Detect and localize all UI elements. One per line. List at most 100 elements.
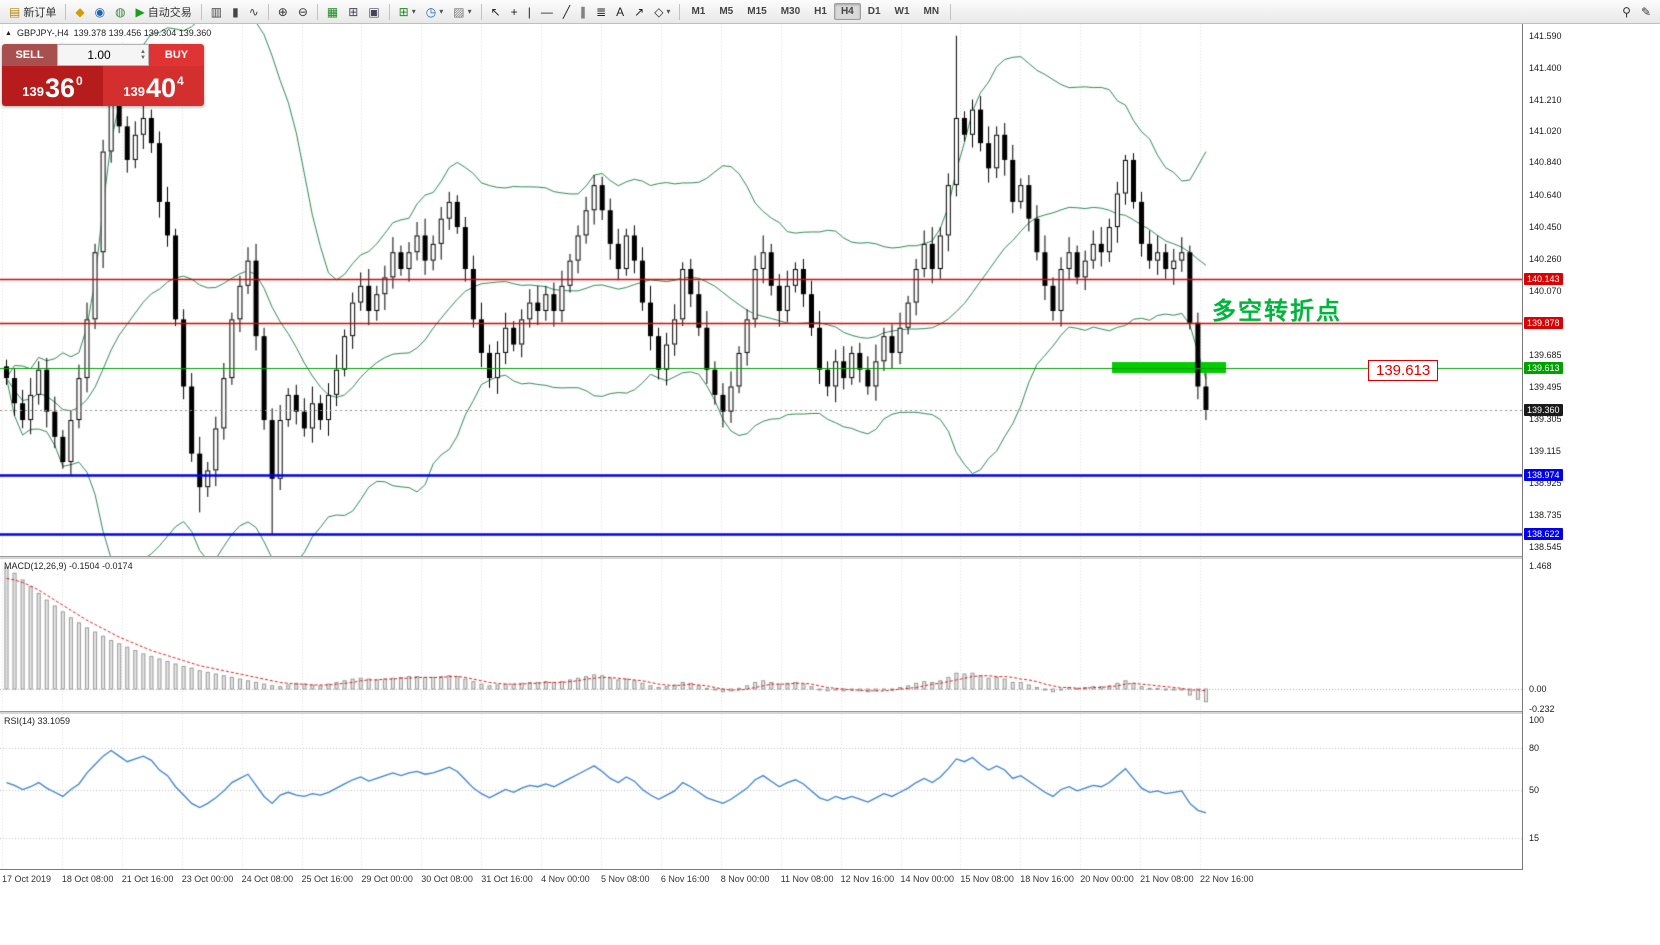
sell-price-big: 36 — [44, 73, 76, 103]
time-label: 17 Oct 2019 — [2, 874, 52, 884]
main-chart-canvas[interactable] — [0, 24, 1522, 556]
autotrading-button[interactable]: ▶ 自动交易 — [131, 1, 197, 23]
signal-icon[interactable]: ◍ — [110, 3, 130, 21]
toolbar-separator — [65, 3, 67, 20]
channel-icon[interactable]: ∥ — [575, 3, 591, 21]
tile-windows-icon[interactable]: ▣ — [363, 3, 384, 21]
buy-price[interactable]: 139 40 4 — [103, 66, 204, 106]
rsi-pane-canvas[interactable] — [0, 714, 1522, 869]
vertical-line-icon[interactable]: | — [523, 3, 536, 21]
new-chart-glyph: ⊞ — [398, 4, 409, 19]
timeframe-d1[interactable]: D1 — [867, 6, 881, 17]
price-axis[interactable]: 141.590 141.400 141.210 141.020 140.840 140.6… — [1523, 24, 1660, 945]
macd-pane-canvas[interactable] — [0, 559, 1522, 711]
toolbar-separator — [200, 3, 202, 20]
fibonacci-icon[interactable]: ≣ — [591, 3, 611, 21]
buy-button[interactable]: BUY — [149, 44, 204, 66]
symbol-ohlc-line: ▲ GBPJPY-,H4 139.378 139.456 139.304 139… — [5, 28, 211, 38]
zoom-out-icon-glyph: ⊖ — [297, 4, 308, 19]
timeframe-w1[interactable]: W1 — [894, 6, 910, 17]
candlestick-chart-icon[interactable]: ▮ — [227, 3, 244, 21]
rsi-tick: 50 — [1529, 784, 1540, 795]
time-label: 31 Oct 16:00 — [481, 874, 533, 884]
sell-price[interactable]: 139 36 0 — [2, 66, 103, 106]
template-button[interactable]: ▨ ▾ — [448, 3, 476, 21]
arrange-windows-icon-glyph: ⊞ — [348, 4, 359, 19]
new-order-glyph: ▤ — [9, 4, 21, 19]
price-tick: 139.685 — [1529, 350, 1562, 361]
price-level-badge: 138.974 — [1524, 468, 1563, 481]
line-chart-icon[interactable]: ∿ — [244, 3, 264, 21]
macd-tick: 0.00 — [1529, 684, 1547, 695]
zoom-in-icon-glyph: ⊕ — [277, 4, 288, 19]
time-label: 29 Oct 00:00 — [361, 874, 413, 884]
trendline-icon[interactable]: ╱ — [558, 3, 575, 21]
timeframe-mn[interactable]: MN — [923, 6, 940, 17]
arrows-icon[interactable]: ↗ — [629, 3, 649, 21]
caret-down-icon: ▾ — [411, 7, 416, 16]
grid-icon-glyph: ▦ — [326, 4, 339, 19]
bar-chart-icon[interactable]: ▥ — [206, 3, 227, 21]
text-icon-glyph: A — [616, 4, 625, 19]
search-icon[interactable]: ⚲ — [1617, 3, 1636, 21]
pane-divider[interactable] — [0, 711, 1660, 714]
sell-button[interactable]: SELL — [2, 44, 57, 66]
toolbar-separator — [316, 3, 318, 20]
text-icon[interactable]: A — [611, 3, 629, 21]
price-tick: 139.115 — [1529, 446, 1561, 457]
time-label: 14 Nov 00:00 — [900, 874, 955, 884]
timeframe-m30[interactable]: M30 — [780, 6, 801, 17]
time-label: 5 Nov 08:00 — [601, 874, 650, 884]
buy-price-big: 40 — [145, 73, 177, 103]
time-label: 8 Nov 00:00 — [720, 874, 770, 884]
line-chart-icon-glyph: ∿ — [248, 4, 259, 19]
pane-divider[interactable] — [0, 556, 1660, 559]
shapes-glyph: ◇ — [654, 4, 664, 19]
arrange-windows-icon[interactable]: ⊞ — [343, 3, 363, 21]
horizontal-line-icon-glyph: — — [540, 4, 553, 19]
edit-icon[interactable]: ✎ — [1636, 3, 1656, 21]
toolbar: ▤ 新订单 ◆ ◉ ◍ ▶ 自动交易 ▥ ▮ ∿ ⊕ ⊖ ▦ ⊞ ▣ ⊞ ▾ ◷ ▾ ▨ ▾ ↖ + | — ╱ ∥ ≣ A ↗ ◇ ▾ M1 M… — [0, 0, 1660, 24]
price-tick: 140.840 — [1529, 156, 1562, 167]
volume-spinner[interactable]: ▲ ▼ — [140, 49, 146, 61]
crosshair-icon[interactable]: + — [506, 3, 523, 21]
search-icon-glyph: ⚲ — [1622, 4, 1631, 19]
volume-input[interactable] — [58, 47, 141, 63]
rsi-tick: 100 — [1529, 715, 1545, 725]
zoom-out-icon[interactable]: ⊖ — [293, 3, 313, 21]
time-label: 22 Nov 16:00 — [1200, 874, 1254, 884]
shapes-button[interactable]: ◇ ▾ — [649, 3, 675, 21]
horizontal-line-icon[interactable]: — — [536, 3, 558, 21]
current-price-badge: 139.360 — [1524, 403, 1563, 416]
fibonacci-icon-glyph: ≣ — [596, 4, 607, 19]
timeframe-m1[interactable]: M1 — [691, 6, 706, 17]
signal-icon-glyph: ◍ — [115, 4, 126, 19]
period-button[interactable]: ◷ ▾ — [421, 3, 449, 21]
grid-icon[interactable]: ▦ — [322, 3, 343, 21]
time-label: 18 Oct 08:00 — [61, 874, 114, 884]
sell-price-sup: 0 — [76, 74, 83, 88]
timeframe-m15[interactable]: M15 — [747, 6, 767, 17]
timeframe-h4[interactable]: H4 — [833, 3, 861, 20]
trendline-icon-glyph: ╱ — [562, 4, 571, 19]
new-chart-button[interactable]: ⊞ ▾ — [394, 3, 421, 21]
globe-icon[interactable]: ◉ — [90, 3, 110, 21]
time-label: 25 Oct 16:00 — [301, 874, 354, 884]
sell-price-small: 139 — [22, 84, 44, 99]
funnel-icon[interactable]: ◆ — [70, 3, 89, 21]
price-tick: 140.640 — [1529, 190, 1562, 201]
time-label: 20 Nov 00:00 — [1080, 874, 1134, 884]
zoom-in-icon[interactable]: ⊕ — [273, 3, 293, 21]
cursor-icon[interactable]: ↖ — [486, 3, 506, 21]
price-tick: 141.020 — [1529, 126, 1562, 137]
time-axis[interactable]: 17 Oct 2019 18 Oct 08:00 21 Oct 16:00 23 Oc… — [0, 870, 1660, 894]
price-level-badge: 138.622 — [1524, 527, 1563, 540]
timeframe-h1[interactable]: H1 — [814, 6, 827, 17]
timeframe-m5[interactable]: M5 — [719, 6, 734, 17]
panel-toggle-icon[interactable]: ▲ — [5, 29, 12, 37]
time-label: 6 Nov 16:00 — [660, 874, 710, 884]
funnel-icon-glyph: ◆ — [75, 4, 85, 19]
new-order-button[interactable]: ▤ 新订单 — [4, 1, 61, 23]
time-label: 12 Nov 16:00 — [840, 874, 895, 884]
